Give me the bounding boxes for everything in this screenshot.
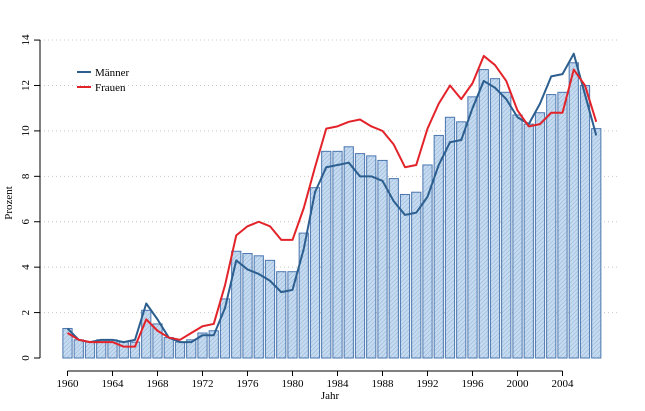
x-tick-label: 1960	[57, 378, 80, 390]
legend-label-maenner: Männer	[95, 67, 130, 79]
bar-1987	[366, 155, 377, 359]
bar-1975	[231, 250, 242, 359]
x-axis-title: Jahr	[321, 390, 340, 402]
bar-1982	[309, 187, 321, 359]
bars	[62, 62, 602, 359]
x-tick-label: 1996	[462, 378, 485, 390]
bar-1961	[73, 339, 84, 359]
y-tick-label: 12	[20, 80, 32, 91]
x-tick-label: 1968	[147, 378, 170, 390]
bar-1985	[343, 146, 354, 359]
bar-1977	[253, 255, 264, 359]
x-tick-label: 1976	[237, 378, 260, 390]
bar-2004	[557, 91, 568, 359]
x-tick-label: 1980	[282, 378, 305, 390]
bar-1960	[62, 327, 73, 359]
bar-1993	[433, 134, 444, 359]
bar-1979	[276, 271, 287, 359]
bar-1988	[377, 159, 388, 359]
legend-label-frauen: Frauen	[95, 82, 126, 94]
y-tick-label: 4	[20, 264, 32, 270]
bar-2000	[512, 114, 523, 359]
bar-1991	[411, 191, 422, 359]
x-tick-label: 2000	[507, 378, 530, 390]
bar-1992	[422, 164, 433, 359]
x-axis: 1960 1964 1968 1972 1976 1980 1984 1988 1992 1996…	[57, 370, 575, 390]
x-tick-label: 1988	[372, 378, 395, 390]
y-tick-label: 8	[20, 173, 32, 179]
y-tick-label: 10	[20, 125, 32, 137]
bar-1997	[478, 69, 489, 359]
x-tick-label: 2004	[552, 378, 575, 390]
series-line-maenner	[66, 52, 598, 344]
bar-1999	[501, 91, 512, 359]
bar-1974	[219, 298, 231, 359]
x-tick-label: 1992	[417, 378, 439, 390]
y-tick-label: 14	[20, 34, 32, 46]
y-axis: 0 2 4 6 8 10 12 14	[20, 34, 41, 361]
bar-1990	[399, 193, 411, 359]
bar-2003	[546, 94, 557, 359]
series-line-frauen	[66, 54, 598, 348]
bar-1994	[444, 116, 456, 359]
legend: Männer Frauen	[77, 67, 130, 94]
bar-1969	[163, 337, 174, 359]
bar-1972	[197, 332, 208, 359]
bar-1984	[332, 150, 343, 359]
bar-1968	[152, 323, 163, 359]
bar-1998	[489, 78, 501, 359]
bar-1978	[264, 259, 276, 359]
grid-lines	[40, 39, 620, 314]
bar-1986	[354, 153, 366, 359]
bar-2001	[523, 123, 534, 359]
y-tick-label: 2	[20, 310, 32, 316]
bar-1996	[467, 96, 478, 359]
bar-1962	[84, 341, 96, 359]
bar-1983	[321, 150, 332, 359]
series-lines	[66, 52, 598, 348]
y-tick-label: 6	[20, 218, 32, 224]
bar-1973	[208, 330, 219, 359]
y-axis-title: Prozent	[3, 186, 15, 220]
bar-1970	[174, 341, 186, 359]
bar-2005	[568, 62, 579, 359]
bar-1980	[287, 271, 298, 359]
x-tick-label: 1972	[192, 378, 214, 390]
bar-1966	[129, 341, 141, 359]
y-tick-label: 0	[20, 355, 32, 361]
bar-1967	[141, 309, 152, 359]
bar-2007	[591, 128, 602, 359]
bar-1995	[456, 121, 467, 359]
bar-1989	[388, 178, 399, 359]
bar-1976	[242, 253, 253, 359]
bar-1981	[298, 232, 309, 359]
x-tick-label: 1984	[327, 378, 350, 390]
bar-2002	[534, 112, 546, 359]
bar-1971	[186, 339, 197, 359]
x-tick-label: 1964	[102, 378, 125, 390]
bar-2006	[579, 84, 591, 359]
